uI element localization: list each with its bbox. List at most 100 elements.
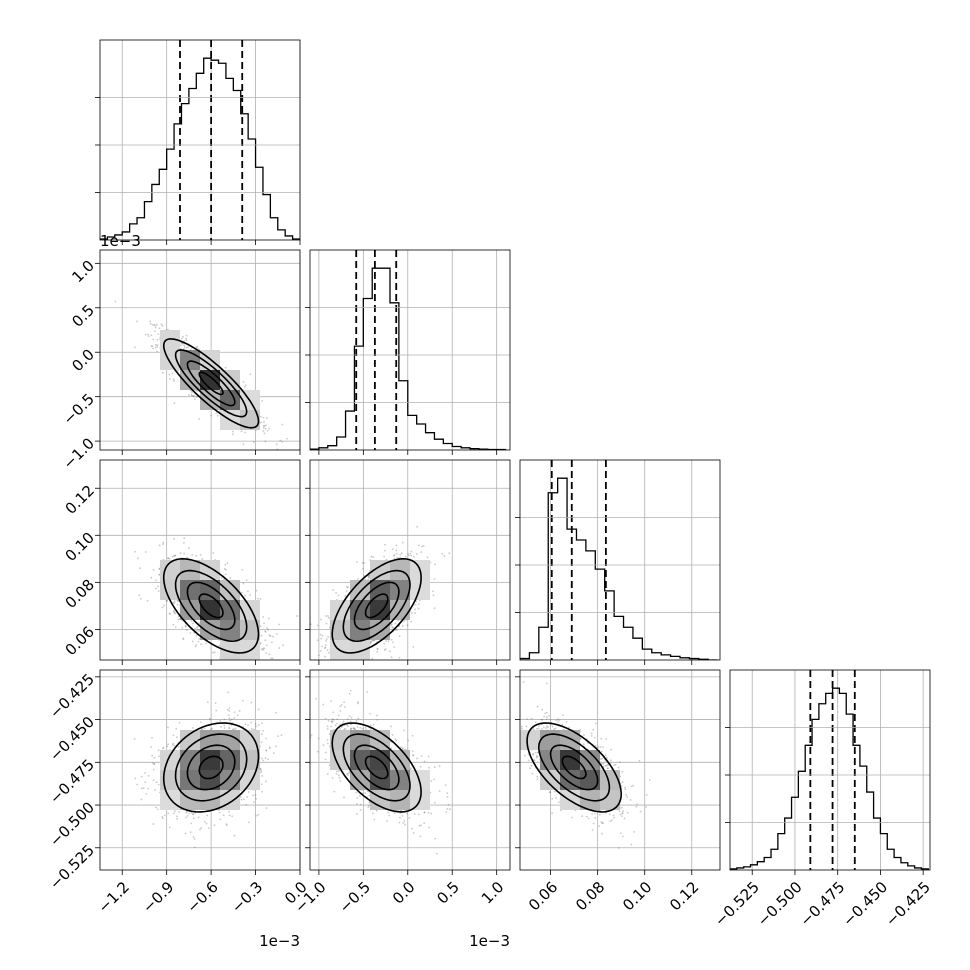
- scatter-point: [346, 666, 348, 668]
- scatter-point: [195, 395, 198, 398]
- scatter-point: [114, 300, 117, 303]
- scatter-point: [370, 642, 372, 644]
- scatter-point: [244, 594, 246, 597]
- scatter-point: [265, 807, 268, 810]
- scatter-point: [231, 815, 234, 818]
- scatter-point: [232, 430, 234, 433]
- scatter-point: [324, 656, 327, 658]
- scatter-point: [326, 649, 329, 651]
- scatter-point: [150, 746, 152, 748]
- scatter-point: [157, 585, 159, 588]
- scatter-point: [414, 612, 416, 615]
- scatter-point: [183, 348, 185, 350]
- contour-line: [342, 569, 411, 643]
- scatter-point: [325, 622, 328, 625]
- scatter-point: [183, 345, 186, 348]
- contour-line: [162, 557, 260, 654]
- scatter-point: [134, 550, 136, 553]
- scatter-point: [358, 667, 360, 669]
- scatter-point: [189, 831, 192, 834]
- scatter-point: [249, 594, 251, 596]
- scatter-point: [220, 726, 222, 728]
- scatter-point: [205, 642, 207, 645]
- scatter-point: [245, 672, 247, 674]
- scatter-point: [176, 599, 179, 602]
- scatter-point: [278, 647, 281, 649]
- scatter-point: [433, 563, 436, 566]
- scatter-point: [383, 649, 386, 651]
- scatter-point: [197, 625, 199, 628]
- scatter-point: [392, 641, 394, 644]
- scatter-point: [252, 801, 255, 803]
- scatter-point: [139, 567, 142, 570]
- scatter-point: [387, 640, 390, 642]
- scatter-point: [194, 645, 197, 648]
- scatter-point: [240, 591, 243, 594]
- scatter-point: [223, 568, 226, 570]
- scatter-point: [140, 798, 143, 801]
- contour-line: [198, 593, 224, 619]
- scatter-point: [149, 320, 152, 323]
- scatter-point: [154, 330, 156, 333]
- scatter-point: [172, 378, 175, 381]
- scatter-point: [279, 439, 282, 442]
- scatter-point: [173, 611, 176, 614]
- contour-line: [174, 349, 248, 418]
- scatter-point: [393, 553, 396, 556]
- scatter-point: [240, 798, 243, 801]
- scatter-point: [403, 620, 406, 622]
- scatter-point: [156, 350, 158, 353]
- panel-2-2: [515, 459, 721, 665]
- scatter-point: [136, 320, 138, 323]
- scatter-point: [156, 346, 159, 348]
- density-cell: [370, 560, 390, 580]
- scatter-point: [253, 664, 255, 666]
- scatter-point: [219, 818, 222, 821]
- scatter-point: [262, 424, 265, 427]
- scatter-point: [396, 629, 398, 632]
- scatter-point: [158, 573, 161, 576]
- scatter-point: [180, 337, 183, 340]
- scatter-point: [399, 553, 402, 556]
- scatter-point: [432, 590, 434, 593]
- scatter-point: [228, 727, 231, 730]
- scatter-point: [182, 638, 185, 641]
- density-cell: [200, 600, 220, 620]
- scatter-point: [286, 437, 288, 440]
- density-cell: [220, 640, 240, 660]
- scatter-point: [263, 622, 265, 625]
- scatter-point: [327, 652, 330, 654]
- scatter-point: [150, 345, 153, 347]
- scatter-point: [229, 719, 231, 722]
- scatter-point: [321, 645, 323, 648]
- scatter-point: [168, 558, 171, 560]
- scatter-point: [371, 661, 373, 663]
- scatter-point: [155, 344, 157, 346]
- scatter-point: [250, 727, 253, 730]
- contour-line: [364, 593, 389, 619]
- scatter-point: [174, 554, 176, 557]
- scatter-point: [376, 648, 379, 650]
- scatter-point: [310, 623, 312, 626]
- scatter-point: [158, 573, 161, 576]
- contour-line: [162, 338, 260, 429]
- scatter-point: [213, 824, 216, 827]
- scatter-point: [361, 561, 364, 564]
- scatter-point: [345, 590, 348, 592]
- scatter-point: [321, 634, 324, 637]
- scatter-point: [417, 607, 420, 610]
- scatter-point: [259, 421, 262, 424]
- scatter-point: [156, 338, 159, 341]
- scatter-point: [257, 597, 259, 600]
- y-tick-label: −1.0: [60, 434, 98, 472]
- scatter-point: [370, 555, 373, 558]
- scatter-point: [153, 323, 156, 326]
- scatter-point: [151, 345, 154, 348]
- scatter-point: [319, 650, 322, 652]
- scatter-point: [223, 578, 225, 581]
- scatter-point: [262, 729, 265, 732]
- scatter-point: [271, 657, 274, 660]
- scatter-point: [317, 666, 319, 668]
- scatter-point: [327, 635, 330, 638]
- scatter-point: [264, 630, 267, 633]
